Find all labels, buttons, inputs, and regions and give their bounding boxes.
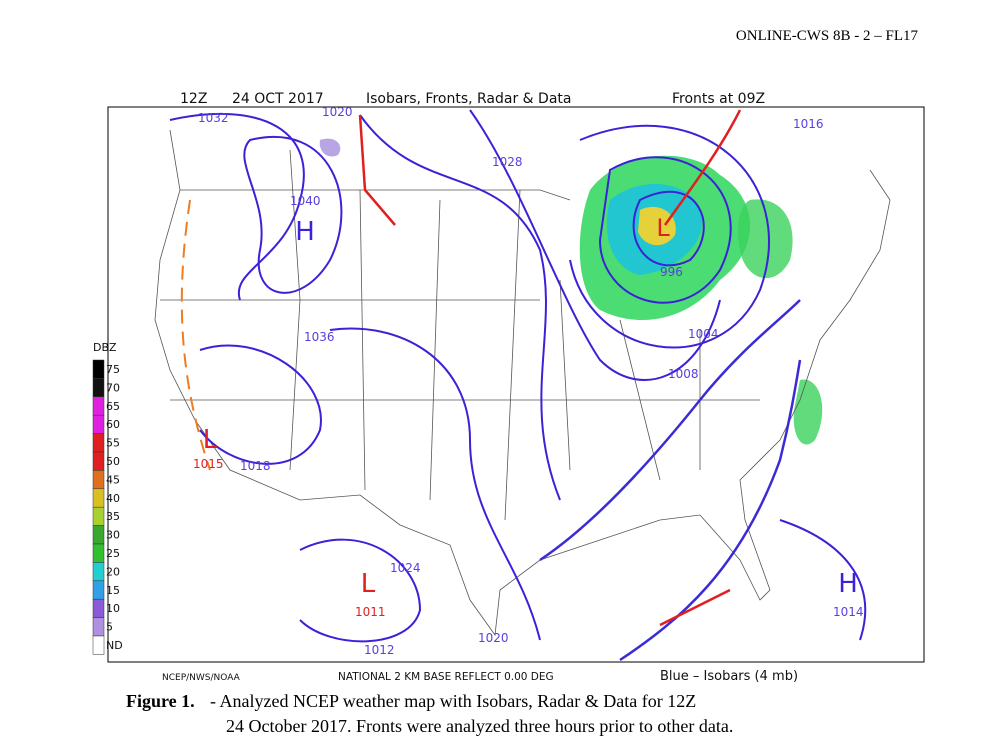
legend-swatch bbox=[92, 396, 105, 416]
map-date: 24 OCT 2017 bbox=[232, 91, 324, 107]
isobar-label: 1032 bbox=[198, 111, 229, 125]
legend-swatch bbox=[92, 617, 105, 637]
legend-label: 25 bbox=[106, 547, 120, 560]
isobar-label: 1016 bbox=[793, 117, 824, 131]
legend-swatch bbox=[92, 580, 105, 600]
pressure-center: L bbox=[361, 569, 376, 599]
pressure-center: H bbox=[295, 217, 315, 247]
legend-swatch bbox=[92, 543, 105, 563]
legend-swatch bbox=[92, 562, 105, 582]
legend-swatch bbox=[92, 635, 105, 655]
isobar-label: 1036 bbox=[304, 330, 335, 344]
legend-label: 30 bbox=[106, 529, 120, 542]
legend-label: 35 bbox=[106, 510, 120, 523]
legend-swatch bbox=[92, 506, 105, 526]
legend-swatch bbox=[92, 470, 105, 490]
state-borders bbox=[154, 129, 891, 637]
isobar-label: 1024 bbox=[390, 561, 421, 575]
fronts bbox=[180, 109, 802, 662]
legend-swatch bbox=[92, 451, 105, 471]
center-pressure: 1015 bbox=[193, 457, 224, 471]
legend-label: 75 bbox=[106, 363, 120, 376]
center-pressure: 1040 bbox=[290, 194, 321, 208]
dbz-legend: 75 70 65 60 55 50 45 40 35 30 25 20 15 10 5 ND bbox=[92, 359, 123, 655]
center-pressure: 1014 bbox=[833, 605, 864, 619]
legend-swatch bbox=[92, 414, 105, 434]
legend-swatch bbox=[92, 433, 105, 453]
legend-label: 70 bbox=[106, 381, 120, 394]
legend-swatch bbox=[92, 359, 105, 379]
legend-swatch bbox=[92, 378, 105, 398]
isobar-label: 1020 bbox=[478, 631, 509, 645]
caption-label: Figure 1. bbox=[126, 691, 195, 711]
course-header: ONLINE-CWS 8B - 2 – FL17 bbox=[736, 28, 919, 44]
legend-label: 65 bbox=[106, 400, 120, 413]
legend-label: 20 bbox=[106, 565, 120, 578]
legend-title: DBZ bbox=[93, 341, 117, 354]
fronts-time: Fronts at 09Z bbox=[672, 91, 765, 107]
map-product: NATIONAL 2 KM BASE REFLECT 0.00 DEG bbox=[338, 671, 554, 683]
legend-swatch bbox=[92, 488, 105, 508]
isobar-label: 1020 bbox=[322, 105, 353, 119]
legend-label: 50 bbox=[106, 455, 120, 468]
legend-label: 40 bbox=[106, 492, 120, 505]
legend-label: 10 bbox=[106, 602, 120, 615]
isobar-note: Blue – Isobars (4 mb) bbox=[660, 669, 798, 684]
legend-label: 55 bbox=[106, 437, 120, 450]
legend-label: 15 bbox=[106, 584, 120, 597]
isobar-label: 1004 bbox=[688, 327, 719, 341]
map-credit: NCEP/NWS/NOAA bbox=[162, 673, 241, 683]
map-title: Isobars, Fronts, Radar & Data bbox=[366, 91, 571, 107]
caption-line: 24 October 2017. Fronts were analyzed th… bbox=[226, 716, 733, 736]
map-frame bbox=[107, 106, 925, 663]
isobar-label: 1028 bbox=[492, 155, 523, 169]
legend-label: 60 bbox=[106, 418, 120, 431]
legend-label: 45 bbox=[106, 473, 120, 486]
isobar-label: 1008 bbox=[668, 367, 699, 381]
pressure-center: L bbox=[656, 214, 670, 242]
legend-label: ND bbox=[106, 639, 123, 652]
isobar-label: 1018 bbox=[240, 459, 271, 473]
pressure-center: H bbox=[838, 569, 858, 599]
legend-label: 5 bbox=[106, 621, 113, 634]
map-time: 12Z bbox=[180, 91, 207, 107]
legend-swatch bbox=[92, 525, 105, 545]
legend-swatch bbox=[92, 598, 105, 618]
pressure-center: L bbox=[203, 425, 218, 455]
center-pressure: 996 bbox=[660, 265, 683, 279]
radar bbox=[319, 138, 823, 445]
isobars bbox=[169, 109, 867, 643]
center-pressure: 1011 bbox=[355, 605, 386, 619]
caption-line: - Analyzed NCEP weather map with Isobars… bbox=[210, 691, 696, 711]
isobar-label: 1012 bbox=[364, 643, 395, 657]
